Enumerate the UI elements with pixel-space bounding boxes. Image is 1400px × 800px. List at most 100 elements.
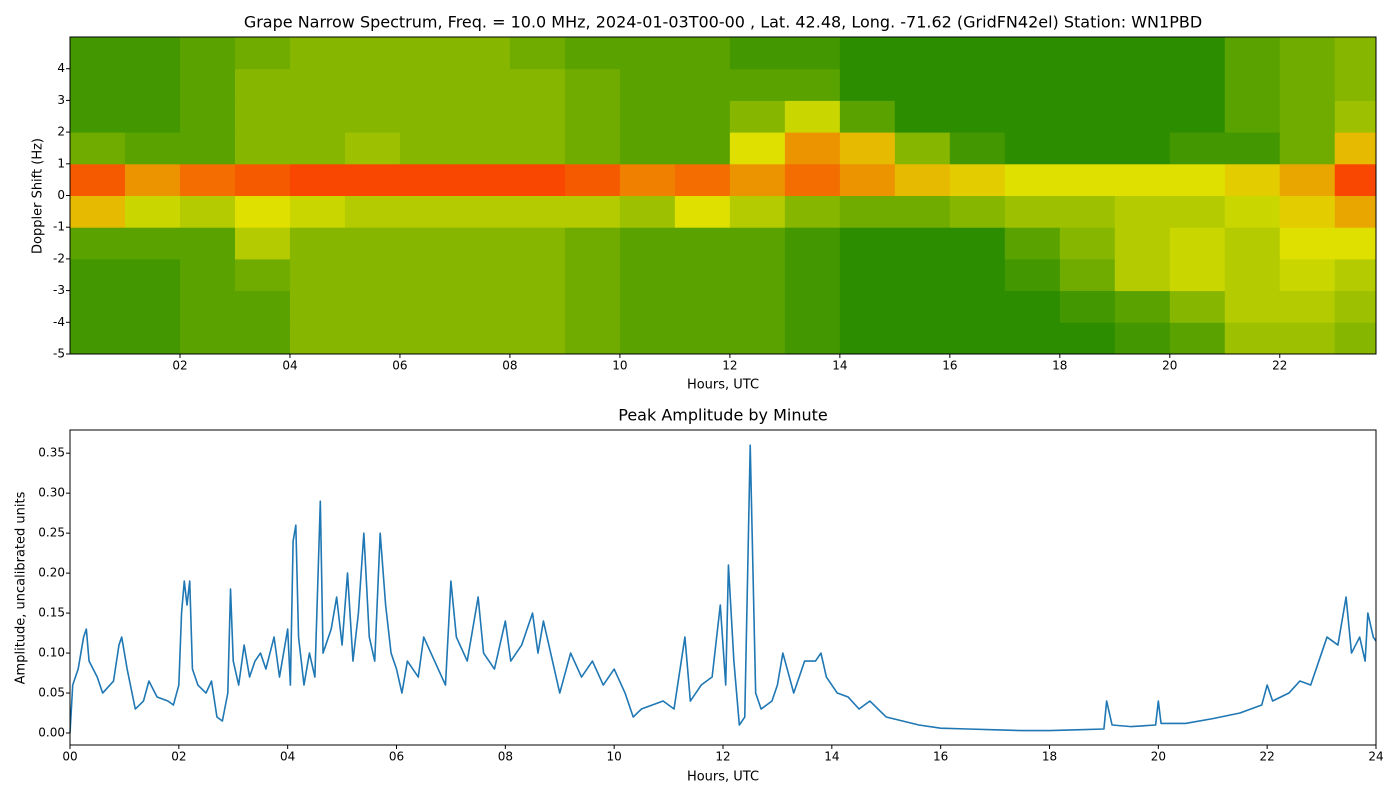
heat-cell [1334, 132, 1377, 165]
x-tick-label: 00 [62, 750, 77, 764]
x-tick-label: 14 [824, 750, 839, 764]
heat-cell [729, 68, 786, 101]
heat-cell [124, 258, 181, 292]
heat-cell [674, 163, 731, 196]
heat-cell [619, 68, 676, 101]
heat-cell [1224, 68, 1281, 101]
heat-cell [70, 258, 126, 292]
heat-cell [344, 290, 401, 323]
heat-cell [399, 37, 456, 70]
heat-cell [1059, 132, 1116, 165]
heat-cell [1279, 100, 1336, 133]
heat-cell [949, 322, 1006, 355]
heat-cell [124, 163, 181, 196]
heat-cell [1334, 68, 1377, 101]
heat-cell [399, 163, 456, 196]
heat-cell [949, 163, 1006, 196]
heat-cell [179, 290, 236, 323]
heat-cell [234, 68, 291, 101]
heat-cell [509, 290, 566, 323]
heat-cell [1004, 132, 1061, 165]
chart-title: Peak Amplitude by Minute [618, 406, 828, 425]
heat-cell [1279, 258, 1336, 292]
heat-cell [729, 132, 786, 165]
x-tick-label: 10 [612, 359, 627, 373]
y-tick-label: -1 [53, 220, 65, 234]
heat-cell [1059, 37, 1116, 70]
heat-cell [1279, 195, 1336, 228]
y-tick-label: -4 [53, 315, 65, 329]
heat-cell [1334, 37, 1377, 70]
heat-cell [674, 290, 731, 323]
heat-cell [784, 100, 841, 133]
heat-cell [619, 227, 676, 260]
heat-cell [70, 290, 126, 323]
heat-cell [894, 68, 951, 101]
heat-cell [839, 322, 896, 355]
x-tick-label: 12 [715, 750, 730, 764]
heat-cell [564, 322, 621, 355]
heat-cell [1114, 195, 1171, 228]
heat-cell [1279, 290, 1336, 323]
heat-cell [179, 100, 236, 133]
heat-cell [1279, 227, 1336, 260]
heat-cell [1114, 100, 1171, 133]
heat-cell [839, 258, 896, 292]
heat-cell [1279, 322, 1336, 355]
heat-cell [399, 68, 456, 101]
heat-cell [1224, 195, 1281, 228]
heat-cell [399, 132, 456, 165]
x-tick-label: 12 [722, 359, 737, 373]
heat-cell [1334, 227, 1377, 260]
heat-cell [894, 322, 951, 355]
heat-cell [289, 100, 346, 133]
heat-cell [70, 322, 126, 355]
heat-cell [1224, 227, 1281, 260]
heat-cell [839, 68, 896, 101]
heat-cell [1224, 37, 1281, 70]
heat-cell [289, 195, 346, 228]
heat-cell [70, 100, 126, 133]
y-tick-label: 0 [57, 188, 65, 202]
x-tick-label: 04 [282, 359, 297, 373]
heat-cell [619, 195, 676, 228]
heat-cell [234, 258, 291, 292]
heat-cell [1004, 195, 1061, 228]
y-tick-label: 0.10 [38, 646, 65, 660]
heat-cell [399, 258, 456, 292]
x-tick-label: 04 [280, 750, 295, 764]
y-tick-label: 0.05 [38, 686, 65, 700]
heat-cell [1059, 100, 1116, 133]
heat-cell [179, 37, 236, 70]
heat-cell [1004, 37, 1061, 70]
heat-cell [1114, 322, 1171, 355]
heat-cell [619, 163, 676, 196]
heat-cell [344, 195, 401, 228]
x-tick-label: 10 [607, 750, 622, 764]
heat-cell [619, 322, 676, 355]
heat-cell [1169, 132, 1226, 165]
heat-cell [179, 68, 236, 101]
heat-cell [894, 258, 951, 292]
heat-cell [619, 37, 676, 70]
heat-cell [894, 100, 951, 133]
heat-cell [124, 100, 181, 133]
heat-cell [839, 37, 896, 70]
heat-cell [234, 163, 291, 196]
heat-cell [619, 100, 676, 133]
heat-cell [949, 258, 1006, 292]
heat-cell [124, 195, 181, 228]
heat-cell [344, 258, 401, 292]
y-tick-label: 1 [57, 156, 65, 170]
y-tick-label: 0.15 [38, 606, 65, 620]
heat-cell [1169, 100, 1226, 133]
heat-cell [509, 163, 566, 196]
heat-cell [234, 195, 291, 228]
heat-cell [674, 37, 731, 70]
y-tick-label: 0.20 [38, 566, 65, 580]
heat-cell [344, 322, 401, 355]
heat-cell [674, 132, 731, 165]
x-tick-label: 18 [1042, 750, 1057, 764]
heat-cell [1169, 163, 1226, 196]
